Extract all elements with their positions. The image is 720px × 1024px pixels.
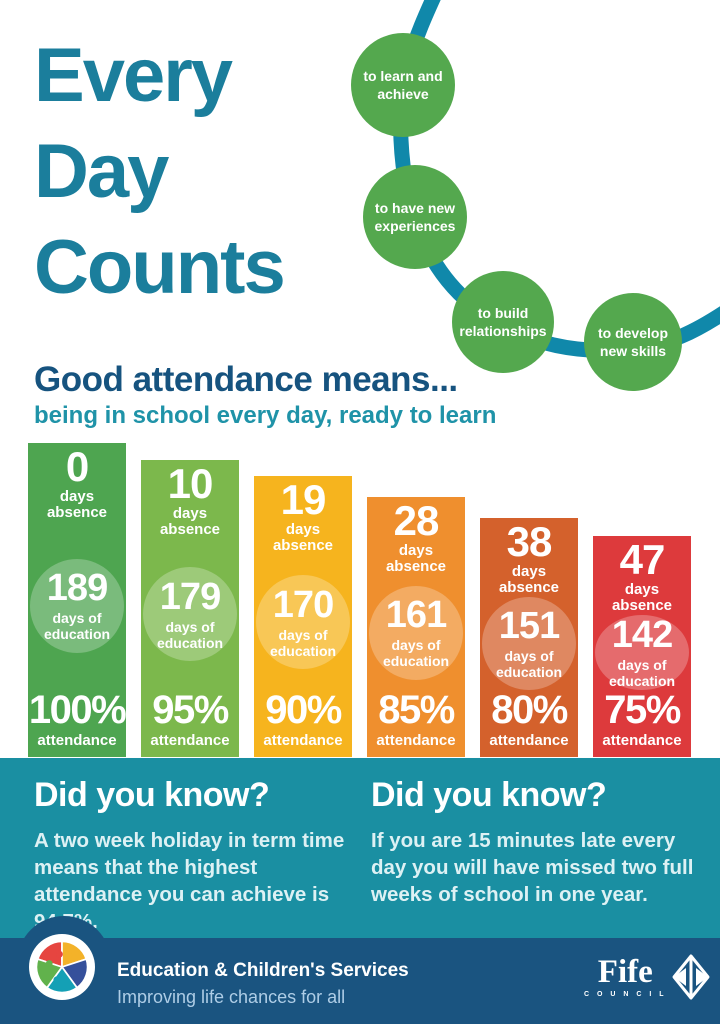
education-label: days of education xyxy=(43,610,111,643)
absence-label: days absence xyxy=(611,580,673,615)
attendance-value: 95% xyxy=(152,687,229,732)
did-you-know-band: Did you know? A two week holiday in term… xyxy=(0,758,720,938)
bubble-learn-achieve: to learn and achieve xyxy=(351,33,455,137)
absence-label: days absence xyxy=(159,504,221,539)
footer-bar xyxy=(0,938,720,1024)
education-circle: 170 days of education xyxy=(256,575,350,670)
attendance-label: attendance xyxy=(376,731,456,749)
did-you-know-left: Did you know? A two week holiday in term… xyxy=(34,776,364,935)
absence-label: days absence xyxy=(385,541,447,576)
absence-value: 0 xyxy=(65,443,89,490)
bubble-new-experiences: to have new experiences xyxy=(363,165,467,269)
education-circle: 179 days of education xyxy=(143,567,237,662)
education-value: 151 xyxy=(498,604,560,647)
council-name: Fife xyxy=(597,954,653,990)
bar-0-days-absence: 0 days absence 189 days of education 100… xyxy=(28,443,127,757)
attendance-value: 90% xyxy=(265,687,342,732)
attendance-bar-chart: 0 days absence 189 days of education 100… xyxy=(28,443,692,757)
education-label: days of education xyxy=(608,656,676,689)
absence-value: 47 xyxy=(619,536,666,583)
education-circle: 151 days of education xyxy=(482,596,576,690)
attendance-label: attendance xyxy=(37,731,117,749)
section-heading: Good attendance means... being in school… xyxy=(34,360,496,430)
bar-38-days-absence: 38 days absence 151 days of education 80… xyxy=(480,518,578,757)
title-line: Day xyxy=(34,129,169,214)
education-label: days of education xyxy=(156,618,224,651)
heading-title: Good attendance means... xyxy=(34,360,458,399)
heading-subtitle: being in school every day, ready to lear… xyxy=(34,402,497,429)
footer-text-block: Education & Children's Services Improvin… xyxy=(117,960,409,1008)
page-title: Every Day Counts xyxy=(34,28,286,316)
education-value: 142 xyxy=(611,613,673,656)
did-you-know-body: A two week holiday in term time means th… xyxy=(34,829,345,933)
did-you-know-title: Did you know? xyxy=(371,776,607,814)
absence-label: days absence xyxy=(272,520,334,555)
absence-value: 10 xyxy=(167,460,214,507)
education-circle: 142 days of education xyxy=(595,613,689,690)
fife-council-logo: Fife C O U N C I L xyxy=(584,953,711,1001)
bubble-develop-skills: to develop new skills xyxy=(584,293,682,391)
attendance-label: attendance xyxy=(150,731,230,749)
attendance-value: 85% xyxy=(378,687,455,732)
did-you-know-title: Did you know? xyxy=(34,776,270,814)
education-label: days of education xyxy=(495,647,563,680)
bubble-label: to develop new skills xyxy=(597,324,668,359)
education-value: 161 xyxy=(385,594,447,637)
title-line: Every xyxy=(34,33,233,118)
title-line: Counts xyxy=(34,225,286,310)
attendance-value: 75% xyxy=(604,688,681,732)
absence-value: 19 xyxy=(280,476,327,523)
bubble-build-relationships: to build relationships xyxy=(452,271,554,373)
fife-emblem-icon xyxy=(672,954,710,1000)
education-services-logo xyxy=(29,934,95,1000)
attendance-block: 95% attendance xyxy=(150,690,229,750)
education-value: 189 xyxy=(46,567,108,610)
attendance-value: 100% xyxy=(28,687,127,732)
education-label: days of education xyxy=(269,626,337,659)
arc-path xyxy=(393,0,720,358)
bubble-label: to learn and achieve xyxy=(363,67,443,102)
attendance-label: attendance xyxy=(489,732,569,749)
bar-28-days-absence: 28 days absence 161 days of education 85… xyxy=(367,497,465,757)
education-circle: 161 days of education xyxy=(369,585,463,680)
education-circle: 189 days of education xyxy=(30,558,124,653)
bar-47-days-absence: 47 days absence 142 days of education 75… xyxy=(593,536,691,757)
attendance-block: 90% attendance xyxy=(263,690,342,750)
education-value: 170 xyxy=(272,583,334,626)
council-subtitle: C O U N C I L xyxy=(584,991,667,998)
absence-value: 28 xyxy=(393,497,440,544)
attendance-label: attendance xyxy=(263,731,343,749)
did-you-know-right: Did you know? If you are 15 minutes late… xyxy=(371,776,701,908)
attendance-block: 75% attendance xyxy=(602,690,681,750)
absence-label: days absence xyxy=(498,562,560,597)
did-you-know-body: If you are 15 minutes late every day you… xyxy=(371,829,694,907)
attendance-label: attendance xyxy=(602,732,682,749)
absence-value: 38 xyxy=(506,518,553,565)
attendance-block: 80% attendance xyxy=(489,690,568,750)
bubble-label: to build relationships xyxy=(459,304,547,339)
attendance-value: 80% xyxy=(491,688,568,732)
service-tagline: Improving life chances for all xyxy=(117,986,346,1007)
puzzle-icon xyxy=(35,940,89,994)
service-name: Education & Children's Services xyxy=(117,960,409,981)
education-value: 179 xyxy=(159,575,221,618)
absence-label: days absence xyxy=(46,487,108,522)
attendance-block: 85% attendance xyxy=(376,690,455,750)
attendance-block: 100% attendance xyxy=(28,687,127,750)
bar-10-days-absence: 10 days absence 179 days of education 95… xyxy=(141,460,239,757)
education-label: days of education xyxy=(382,637,450,670)
bar-19-days-absence: 19 days absence 170 days of education 90… xyxy=(254,476,352,757)
bubble-label: to have new experiences xyxy=(374,199,456,234)
